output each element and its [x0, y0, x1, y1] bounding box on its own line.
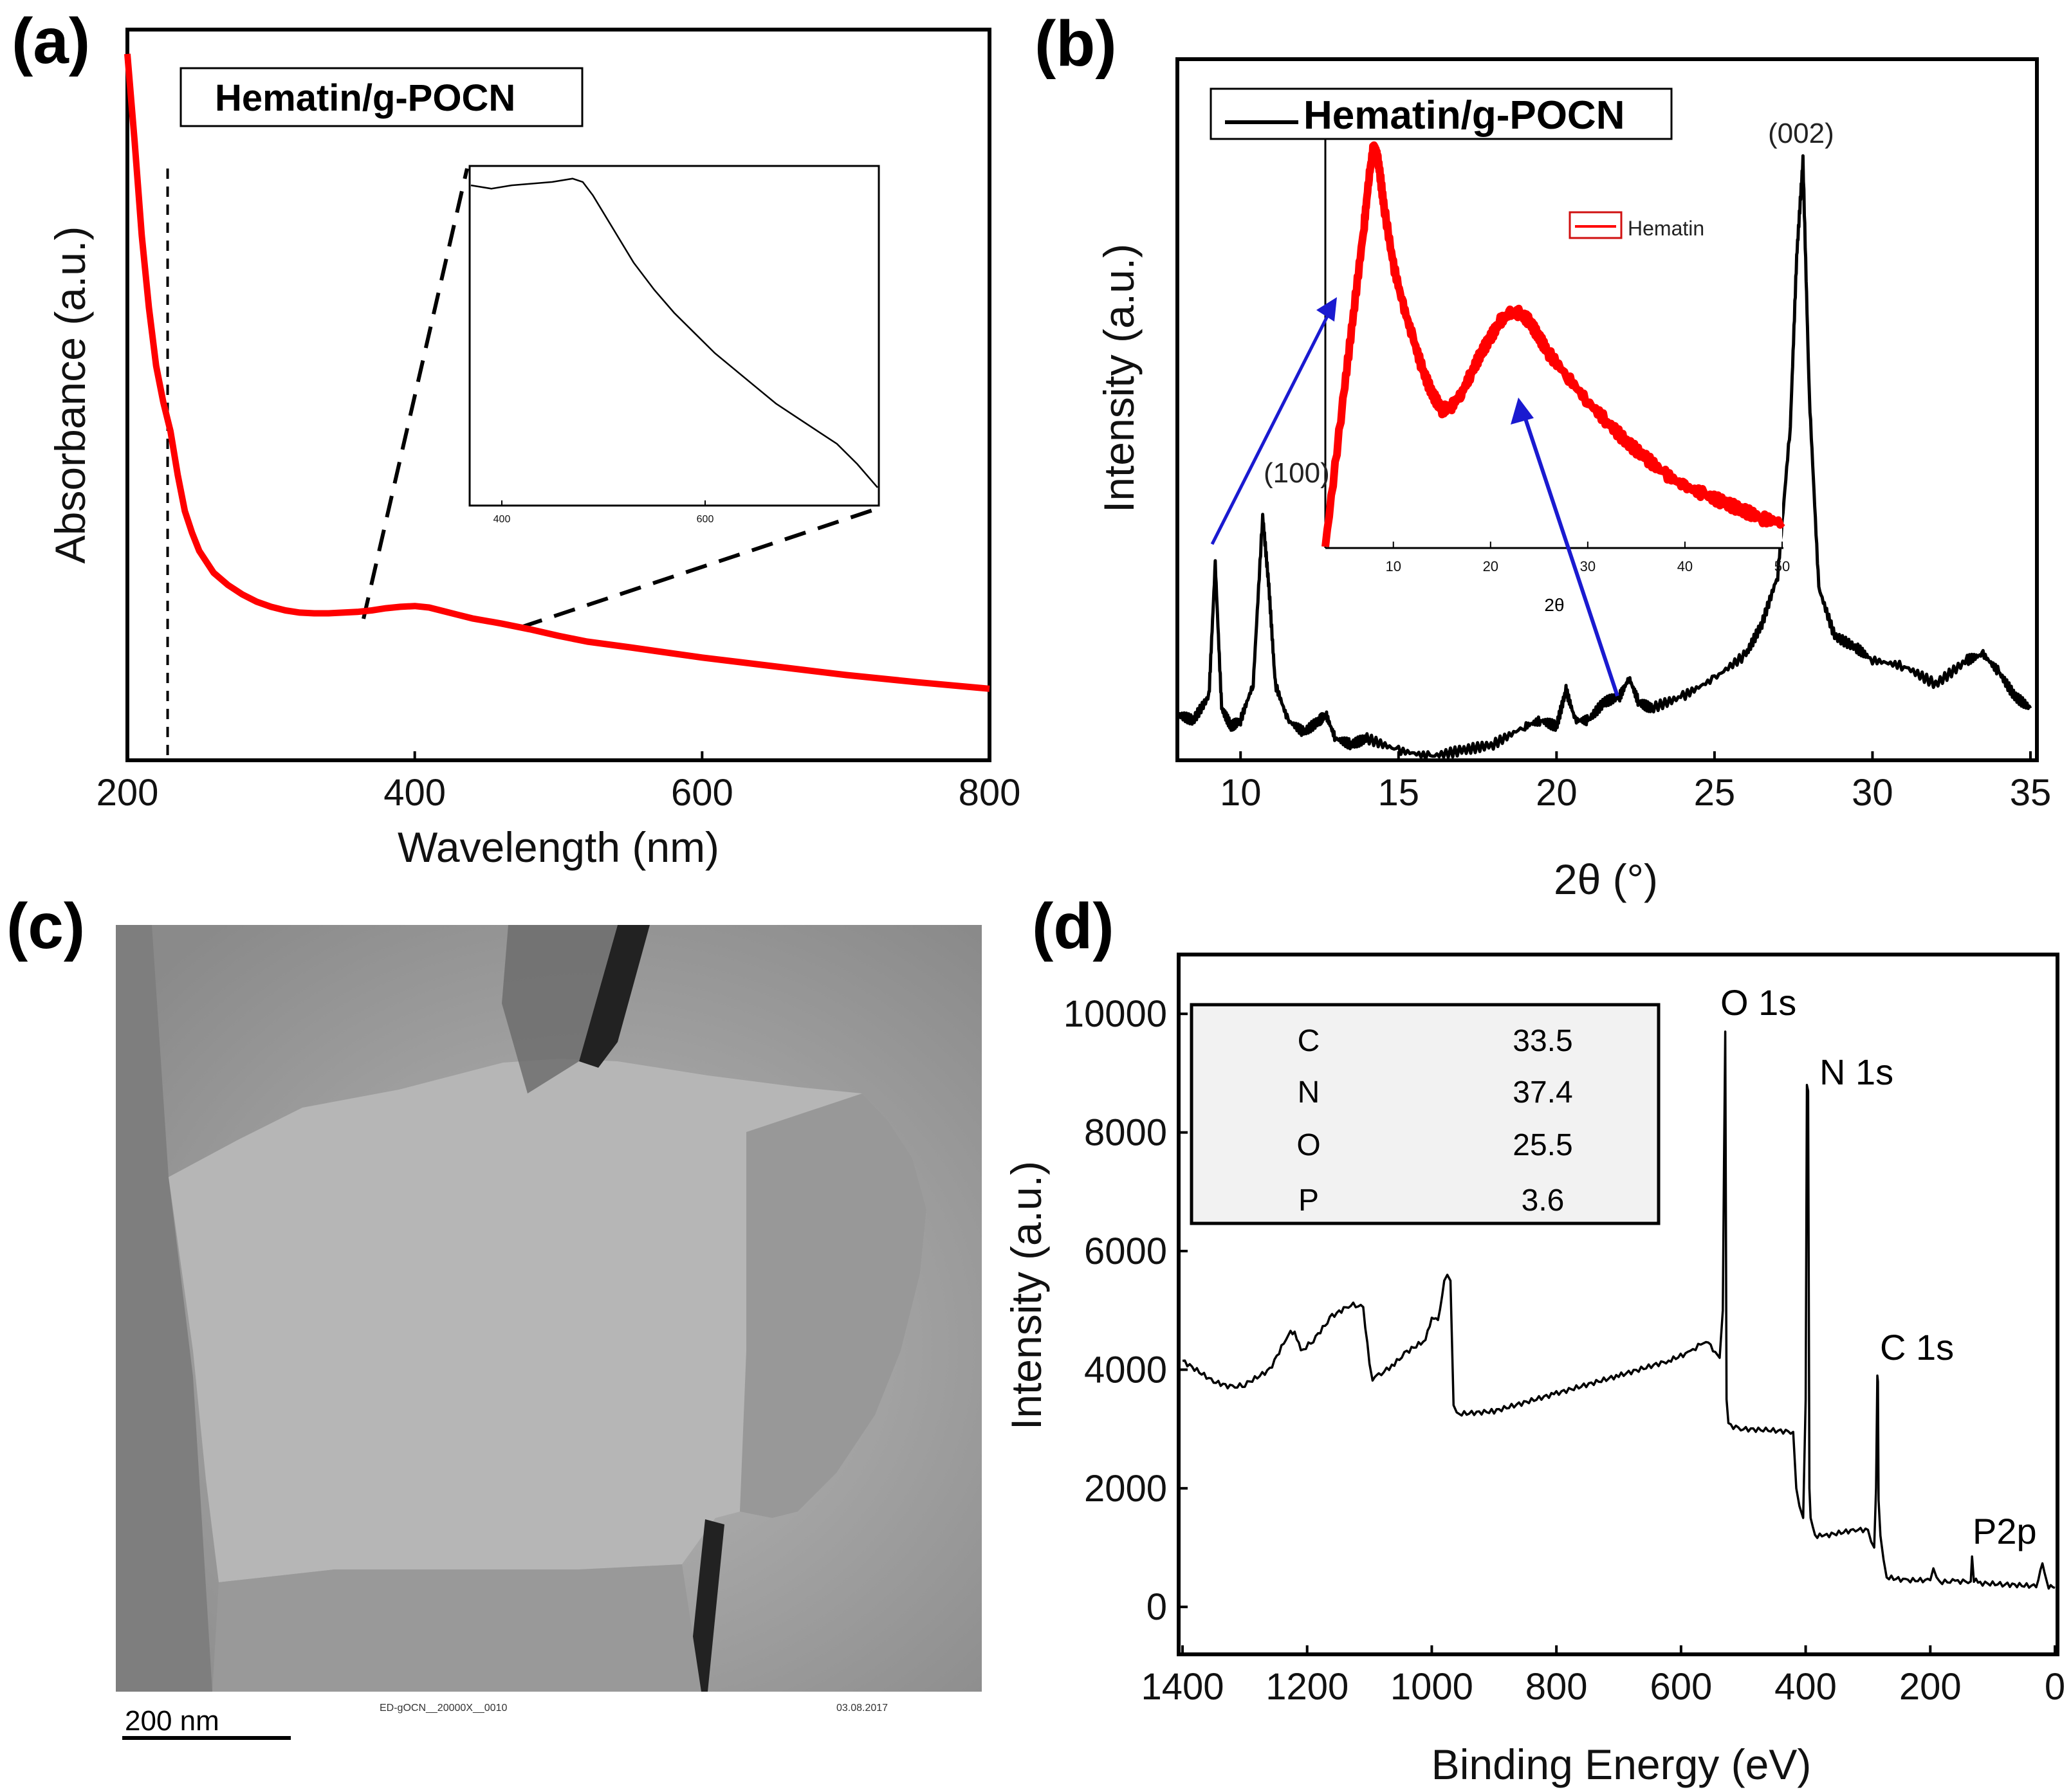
panel-b-inset-tick-label: 10: [1386, 558, 1401, 574]
panel-b-x-tick-label: 20: [1536, 772, 1578, 814]
table-cell-value: 3.6: [1522, 1184, 1565, 1218]
tem-left-sheet: [116, 925, 212, 1692]
panel-b-series-line: [1176, 154, 2032, 761]
panel-d-x-tick-label: 1000: [1390, 1666, 1473, 1708]
panel-b-annotation-002: (002): [1768, 118, 1834, 149]
tem-caption-right: 03.08.2017: [836, 1703, 888, 1714]
panel-b-x-tick-label: 35: [2010, 772, 2052, 814]
panel-b-inset-legend-label: Hematin: [1628, 217, 1704, 240]
panel-a-inset-tick-label: 600: [697, 514, 714, 525]
panel-d-x-tick-label: 1200: [1266, 1666, 1348, 1708]
panel-a-zoom-guide-left: [362, 168, 469, 619]
panel-b-arrow-100-head: [1316, 297, 1337, 322]
panel-c-label: (c): [6, 890, 85, 962]
tem-fold-top: [579, 925, 650, 1068]
panel-b-inset-tick-label: 50: [1774, 558, 1790, 574]
panel-d-y-tick-label: 0: [1146, 1586, 1167, 1628]
panel-c: (c) 200 nm ED-gOCN__20000X__0010 03.08.2…: [6, 890, 982, 1743]
panel-d-xlabel: Binding Energy (eV): [1431, 1741, 1812, 1788]
panel-b-inset-legend-box: [1569, 211, 1623, 239]
tem-fold-shadow: [502, 925, 618, 1093]
tem-lower-sheet: [212, 1564, 701, 1692]
panel-a-label: (a): [12, 5, 90, 77]
panel-d-x-tick-label: 0: [2045, 1666, 2065, 1708]
panel-a-x-tick-label: 400: [383, 772, 446, 814]
table-cell-value: 25.5: [1513, 1128, 1572, 1162]
table-cell-element: N: [1298, 1075, 1320, 1110]
tem-scale-label: 200 nm: [125, 1705, 219, 1737]
panel-a-zoom-guide-right: [520, 506, 879, 629]
panel-a-legend-label: Hematin/g-POCN: [215, 77, 515, 119]
panel-b-inset-line: [1321, 141, 1785, 547]
panel-a-ylabel: Absorbance (a.u.): [46, 226, 94, 564]
panel-d-y-tick-label: 4000: [1084, 1349, 1167, 1391]
panel-b-inset-tick-label: 30: [1580, 558, 1596, 574]
tem-image: 200 nm ED-gOCN__20000X__0010 03.08.2017: [116, 925, 982, 1743]
panel-b-x-tick-label: 25: [1694, 772, 1736, 814]
panel-b-arrow-002: [1522, 412, 1619, 697]
panel-b-arrow-100: [1210, 306, 1334, 545]
panel-b-inset-tick-label: 20: [1483, 558, 1498, 574]
panel-d-x-tick-label: 200: [1899, 1666, 1962, 1708]
panel-d-frame: [1177, 953, 2059, 1656]
tem-fold-bottom: [687, 1519, 724, 1692]
panel-d-peak-n1s: N 1s: [1819, 1052, 1893, 1092]
panel-d-peak-o1s: O 1s: [1720, 982, 1796, 1023]
panel-b: (b) 10 20 30 40 50 2θ Hematin Hematin/g-POCN…: [1035, 8, 2051, 903]
panel-a-x-tick-label: 600: [671, 772, 733, 814]
panel-b-inset-tick-label: 40: [1677, 558, 1693, 574]
panel-b-x-tick-label: 15: [1378, 772, 1420, 814]
panel-a-x-tick-label: 200: [97, 772, 159, 814]
panel-a-x-tick-label: 800: [959, 772, 1021, 814]
tem-caption-left: ED-gOCN__20000X__0010: [380, 1703, 507, 1714]
table-cell-element: C: [1298, 1024, 1320, 1058]
panel-a-frame: [125, 28, 991, 762]
panel-b-legend-label: Hematin/g-POCN: [1303, 93, 1625, 138]
tem-dense-region: [740, 1093, 926, 1518]
panel-a-xlabel: Wavelength (nm): [398, 823, 719, 871]
panel-a-inset-line: [470, 178, 878, 488]
table-cell-value: 33.5: [1513, 1024, 1572, 1058]
tem-caption-bar: [116, 1692, 982, 1743]
panel-d-peak-p2p: P2p: [1973, 1511, 2037, 1551]
panel-d-x-tick-label: 800: [1525, 1666, 1588, 1708]
table-cell-element: P: [1298, 1184, 1319, 1218]
panel-b-ylabel: Intensity (a.u.): [1095, 244, 1143, 513]
panel-b-inset-xlabel: 2θ: [1544, 595, 1564, 615]
panel-d-x-tick-label: 600: [1650, 1666, 1712, 1708]
panel-a-inset-frame: [468, 165, 880, 507]
panel-b-inset: 10 20 30 40 50 2θ Hematin: [1321, 136, 1790, 615]
panel-d-y-tick-label: 2000: [1084, 1468, 1167, 1510]
panel-b-x-tick-label: 10: [1220, 772, 1262, 814]
panel-d-series-line: [1182, 1030, 2056, 1590]
panel-d-label: (d): [1032, 890, 1114, 962]
panel-b-label: (b): [1035, 8, 1117, 80]
panel-b-xlabel: 2θ (°): [1554, 855, 1658, 903]
panel-b-inset-background: [1325, 136, 1782, 548]
panel-d-y-tick-label: 6000: [1084, 1230, 1167, 1272]
panel-b-x-tick-label: 30: [1852, 772, 1893, 814]
panel-d-table: [1190, 1003, 1661, 1225]
panel-a-series-line: [124, 53, 990, 692]
panel-d-table-rows: C 33.5 N 37.4 O 25.5 P 3.6: [1296, 1024, 1572, 1218]
panel-d-x-tick-label: 1400: [1141, 1666, 1224, 1708]
table-cell-element: O: [1296, 1128, 1320, 1162]
panel-b-annotation-100: (100): [1264, 457, 1330, 489]
panel-d-x-tick-label: 400: [1774, 1666, 1837, 1708]
panel-d-ylabel: Intensity (a.u.): [1002, 1161, 1050, 1430]
table-cell-value: 37.4: [1513, 1075, 1572, 1110]
tem-main-sheet: [169, 1059, 926, 1582]
panel-b-arrow-002-head: [1511, 398, 1534, 425]
panel-b-frame: [1175, 57, 2039, 762]
panel-a-legend-box: [179, 67, 584, 127]
panel-d-peak-c1s: C 1s: [1880, 1327, 1954, 1367]
panel-d: (d) C 33.5 N 37.4 O 25.5 P 3.6 O 1s N 1s…: [1002, 890, 2065, 1788]
panel-b-legend-box: [1210, 87, 1673, 140]
panel-a: (a) Hematin/g-POCN 400 600 200 400 600 800 W…: [12, 5, 1020, 871]
panel-d-y-tick-label: 10000: [1063, 993, 1167, 1035]
panel-d-y-tick-label: 8000: [1084, 1112, 1167, 1154]
panel-a-inset-tick-label: 400: [493, 514, 511, 525]
